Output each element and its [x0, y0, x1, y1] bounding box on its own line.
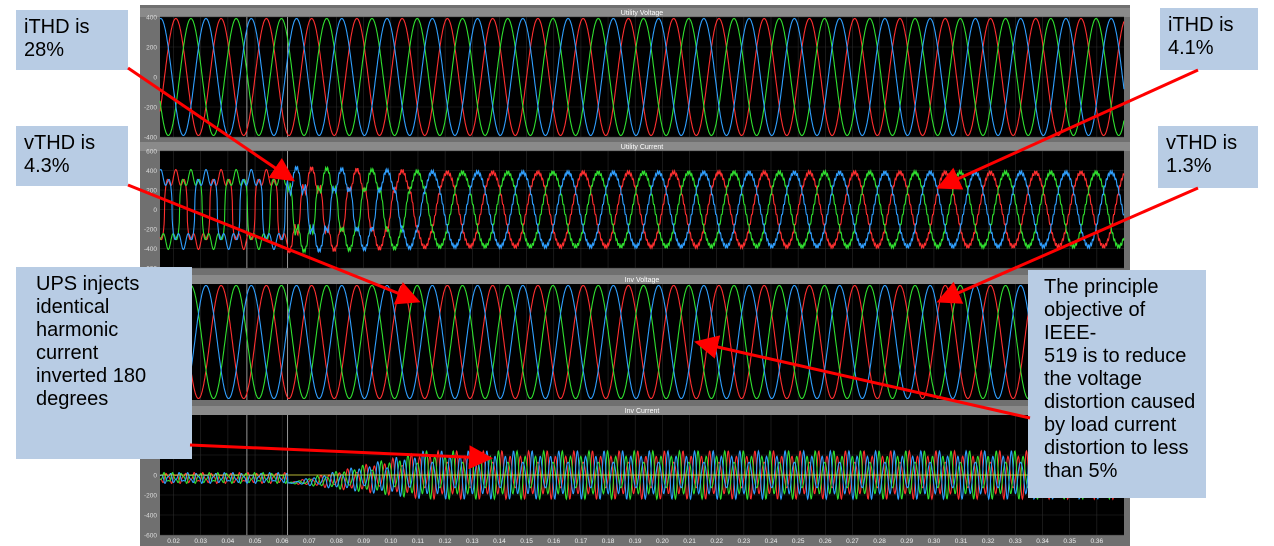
panel-title: Inv Current [625, 408, 660, 415]
callout-vthd-after-text: vTHD is 1.3% [1166, 132, 1238, 177]
x-tick-label: 0.31 [955, 538, 968, 545]
x-tick-label: 0.17 [575, 538, 588, 545]
x-tick-label: 0.23 [738, 538, 751, 545]
x-tick-label: 0.19 [629, 538, 642, 545]
callout-vthd-after: vTHD is 1.3% [1158, 126, 1258, 188]
callout-ieee-text: The principle objective of IEEE- 519 is … [1044, 276, 1196, 482]
panel-title: Inv Voltage [625, 277, 660, 284]
callout-vthd-before: vTHD is 4.3% [16, 126, 128, 186]
y-tick-label: -200 [144, 493, 157, 500]
y-tick-label: -600 [144, 533, 157, 540]
y-tick-label: 200 [146, 188, 157, 195]
y-tick-label: 200 [146, 45, 157, 52]
y-tick-label: -200 [144, 227, 157, 234]
x-tick-label: 0.02 [167, 538, 180, 545]
x-tick-label: 0.35 [1063, 538, 1076, 545]
x-tick-label: 0.05 [249, 538, 262, 545]
y-tick-label: 0 [153, 207, 157, 214]
callout-ithd-before-text: iTHD is 28% [24, 16, 90, 61]
x-tick-label: 0.13 [466, 538, 479, 545]
x-tick-label: 0.21 [683, 538, 696, 545]
panel-title: Utility Current [621, 144, 663, 151]
y-tick-label: -400 [144, 135, 157, 142]
x-tick-label: 0.22 [710, 538, 723, 545]
x-tick-label: 0.24 [765, 538, 778, 545]
x-tick-label: 0.25 [792, 538, 805, 545]
y-tick-label: 0 [153, 75, 157, 82]
x-tick-label: 0.11 [412, 538, 425, 545]
waveform-series [159, 17, 1125, 137]
y-tick-label: -200 [144, 105, 157, 112]
x-tick-label: 0.20 [656, 538, 669, 545]
x-tick-label: 0.32 [982, 538, 995, 545]
x-tick-label: 0.03 [194, 538, 207, 545]
callout-ups: UPS injects identical harmonic current i… [16, 267, 192, 459]
x-tick-label: 0.04 [222, 538, 235, 545]
x-tick-label: 0.36 [1091, 538, 1104, 545]
callout-ithd-after: iTHD is 4.1% [1160, 8, 1258, 70]
x-tick-label: 0.26 [819, 538, 832, 545]
y-tick-label: -400 [144, 513, 157, 520]
x-tick-label: 0.29 [900, 538, 913, 545]
x-tick-label: 0.12 [439, 538, 452, 545]
x-tick-label: 0.18 [602, 538, 615, 545]
x-tick-label: 0.16 [547, 538, 560, 545]
x-tick-label: 0.08 [330, 538, 343, 545]
callout-ups-text: UPS injects identical harmonic current i… [36, 273, 147, 410]
x-tick-label: 0.09 [357, 538, 370, 545]
waveform-series [159, 449, 1125, 501]
x-tick-label: 0.06 [276, 538, 289, 545]
x-tick-label: 0.34 [1036, 538, 1049, 545]
panel-title-bar [140, 406, 1130, 415]
x-tick-label: 0.07 [303, 538, 316, 545]
callout-ithd-after-text: iTHD is 4.1% [1168, 14, 1234, 59]
panel-title-bar [140, 8, 1130, 17]
x-tick-label: 0.10 [384, 538, 397, 545]
x-tick-label: 0.28 [873, 538, 886, 545]
callout-vthd-before-text: vTHD is 4.3% [24, 132, 96, 177]
x-tick-label: 0.14 [493, 538, 506, 545]
x-tick-label: 0.15 [520, 538, 533, 545]
x-tick-label: 0.30 [928, 538, 941, 545]
y-tick-label: -400 [144, 246, 157, 253]
x-tick-label: 0.27 [846, 538, 859, 545]
callout-ieee: The principle objective of IEEE- 519 is … [1028, 270, 1206, 498]
x-tick-label: 0.33 [1009, 538, 1022, 545]
y-tick-label: 400 [146, 15, 157, 22]
y-tick-label: 600 [146, 149, 157, 156]
panel-title-bar [140, 275, 1130, 284]
panel-title-bar [140, 142, 1130, 151]
callout-ithd-before: iTHD is 28% [16, 10, 128, 70]
y-tick-label: 400 [146, 168, 157, 175]
y-tick-label: 0 [153, 473, 157, 480]
panel-title: Utility Voltage [621, 10, 664, 17]
